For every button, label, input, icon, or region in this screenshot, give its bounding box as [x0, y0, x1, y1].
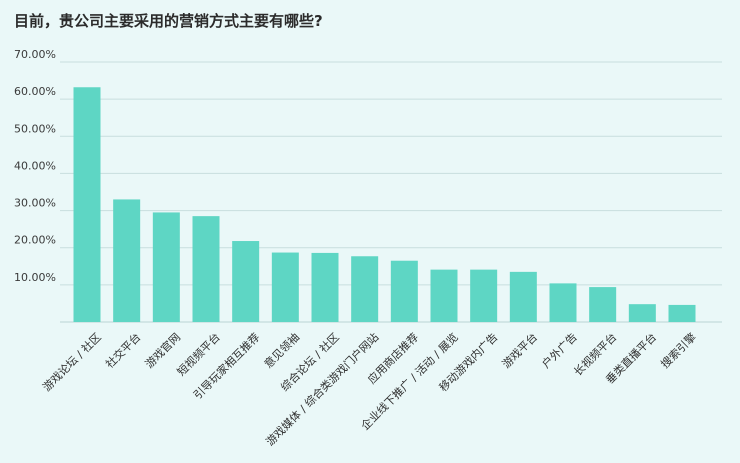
bar: [232, 241, 260, 322]
bar: [470, 269, 498, 322]
bar: [351, 256, 379, 322]
y-tick-label: 60.00%: [14, 85, 56, 98]
bar: [509, 271, 537, 322]
y-tick-label: 10.00%: [14, 271, 56, 284]
x-tick-label: 游戏官网: [142, 330, 183, 371]
bar: [311, 252, 339, 322]
x-tick-label: 引导玩家相互推荐: [190, 330, 262, 402]
bar: [628, 304, 656, 322]
x-tick-label: 游戏平台: [499, 330, 540, 371]
y-axis-ticks: 70.00% 60.00% 50.00% 40.00% 30.00% 20.00% 10.0…: [14, 48, 56, 284]
x-tick-label: 意见领袖: [261, 330, 302, 371]
bar: [390, 260, 418, 322]
y-tick-label: 40.00%: [14, 159, 56, 172]
bar: [113, 199, 141, 322]
bar: [668, 304, 696, 322]
y-tick-label: 20.00%: [14, 234, 56, 247]
y-tick-label: 70.00%: [14, 48, 56, 61]
bar: [152, 212, 180, 322]
bar: [271, 252, 299, 322]
bar: [549, 283, 577, 322]
y-tick-label: 50.00%: [14, 122, 56, 135]
bar: [589, 287, 617, 322]
bar: [430, 269, 458, 322]
bar: [73, 87, 101, 322]
bars: [73, 87, 696, 322]
x-tick-label: 户外广告: [539, 330, 580, 371]
x-tick-label: 游戏论坛 / 社区: [40, 330, 104, 394]
x-tick-label: 搜索引擎: [658, 330, 699, 371]
chart-title: 目前，贵公司主要采用的营销方式主要有哪些?: [14, 12, 323, 30]
y-tick-label: 30.00%: [14, 197, 56, 210]
x-tick-label: 社交平台: [102, 330, 143, 371]
bar: [192, 216, 220, 322]
